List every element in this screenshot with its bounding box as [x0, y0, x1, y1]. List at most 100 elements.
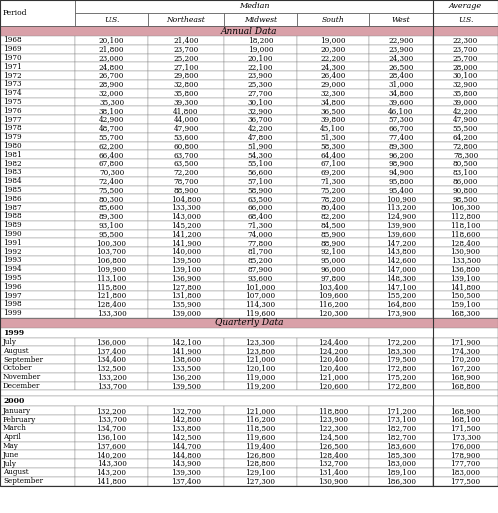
Bar [224, 124, 297, 133]
Bar [148, 115, 224, 124]
Bar [75, 355, 148, 364]
Bar [0, 459, 75, 468]
Bar [224, 159, 297, 168]
Bar [433, 0, 498, 13]
Bar [0, 346, 75, 355]
Text: 136,100: 136,100 [97, 433, 126, 441]
Bar [224, 424, 297, 433]
Text: 1995: 1995 [3, 274, 21, 282]
Bar [0, 239, 75, 247]
Bar [148, 124, 224, 133]
Bar [148, 468, 224, 477]
Bar [369, 124, 433, 133]
Text: 62,200: 62,200 [99, 142, 124, 150]
Text: 119,600: 119,600 [246, 433, 275, 441]
Text: 139,900: 139,900 [386, 221, 416, 229]
Text: 56,600: 56,600 [248, 168, 273, 176]
Text: 93,100: 93,100 [99, 221, 124, 229]
Bar [148, 406, 224, 415]
Text: 142,100: 142,100 [171, 338, 201, 346]
Bar [297, 406, 369, 415]
Bar [433, 406, 498, 415]
Text: 173,900: 173,900 [386, 309, 416, 317]
Text: 143,300: 143,300 [97, 460, 126, 468]
Text: 19,000: 19,000 [248, 45, 273, 53]
Bar [369, 150, 433, 159]
Bar [297, 282, 369, 291]
Bar [75, 282, 148, 291]
Bar [75, 256, 148, 265]
Text: 120,600: 120,600 [318, 382, 348, 390]
Bar [75, 442, 148, 450]
Bar [148, 382, 224, 390]
Text: 172,800: 172,800 [386, 364, 416, 372]
Bar [0, 256, 75, 265]
Bar [224, 13, 297, 26]
Bar [297, 203, 369, 212]
Text: February: February [3, 416, 36, 424]
Text: 132,500: 132,500 [97, 364, 126, 372]
Bar [224, 265, 297, 273]
Text: 67,800: 67,800 [99, 160, 124, 168]
Text: 80,300: 80,300 [99, 195, 124, 203]
Text: 143,900: 143,900 [171, 460, 201, 468]
Bar [433, 142, 498, 150]
Bar [369, 115, 433, 124]
Bar [0, 442, 75, 450]
Text: 135,900: 135,900 [171, 301, 201, 308]
Bar [297, 459, 369, 468]
Bar [224, 273, 297, 282]
Bar [433, 115, 498, 124]
Text: 118,100: 118,100 [450, 221, 481, 229]
Text: 1974: 1974 [3, 89, 21, 97]
Text: 150,500: 150,500 [450, 291, 481, 300]
Bar [75, 142, 148, 150]
Bar [148, 36, 224, 45]
Bar [0, 433, 75, 442]
Text: 1990: 1990 [3, 230, 21, 238]
Text: 1982: 1982 [3, 160, 21, 168]
Bar [369, 97, 433, 106]
Bar [0, 97, 75, 106]
Bar [0, 124, 75, 133]
Bar [297, 256, 369, 265]
Bar [224, 468, 297, 477]
Text: 139,300: 139,300 [171, 468, 201, 477]
Text: 183,000: 183,000 [451, 468, 481, 477]
Bar [148, 309, 224, 318]
Bar [0, 186, 75, 194]
Text: 66,000: 66,000 [248, 204, 273, 211]
Text: Annual Data: Annual Data [221, 27, 277, 35]
Bar [297, 346, 369, 355]
Bar [75, 415, 148, 424]
Text: 120,400: 120,400 [318, 356, 348, 364]
Text: 139,500: 139,500 [171, 256, 201, 264]
Bar [75, 265, 148, 273]
Text: 142,500: 142,500 [171, 433, 201, 441]
Text: 1981: 1981 [3, 151, 22, 159]
Text: 121,000: 121,000 [318, 373, 348, 381]
Bar [75, 106, 148, 115]
Bar [369, 247, 433, 256]
Text: 176,000: 176,000 [450, 442, 481, 450]
Bar [433, 159, 498, 168]
Bar [148, 203, 224, 212]
Text: 96,000: 96,000 [320, 265, 346, 273]
Bar [75, 450, 148, 459]
Text: 2000: 2000 [3, 398, 24, 405]
Bar [297, 63, 369, 71]
Bar [297, 442, 369, 450]
Bar [0, 406, 75, 415]
Text: 104,800: 104,800 [171, 195, 201, 203]
Text: 159,100: 159,100 [450, 301, 481, 308]
Bar [0, 318, 498, 328]
Bar [75, 338, 148, 346]
Bar [224, 106, 297, 115]
Bar [433, 63, 498, 71]
Bar [369, 256, 433, 265]
Text: 72,400: 72,400 [99, 177, 124, 185]
Text: 171,500: 171,500 [450, 424, 481, 432]
Text: 1968: 1968 [3, 36, 21, 45]
Bar [369, 203, 433, 212]
Text: 42,200: 42,200 [248, 124, 273, 132]
